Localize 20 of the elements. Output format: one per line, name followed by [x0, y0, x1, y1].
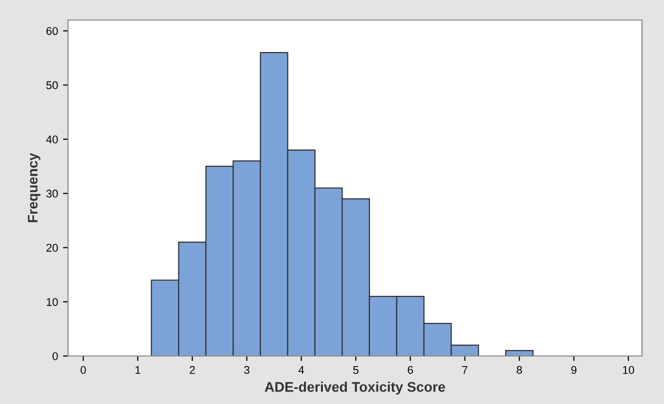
- y-tick-label: 10: [46, 298, 58, 306]
- x-tick-label: 5: [353, 366, 358, 374]
- x-tick-label: 6: [408, 366, 413, 374]
- x-tick-label: 10: [623, 366, 634, 374]
- y-tick-label: 30: [46, 190, 58, 198]
- y-tick-label: 40: [46, 135, 58, 144]
- x-tick-label: 2: [190, 366, 195, 374]
- x-tick-label: 4: [298, 366, 304, 374]
- x-tick-label: 3: [244, 366, 250, 374]
- y-tick-label: 60: [46, 27, 58, 35]
- x-tick-label: 0: [80, 366, 86, 374]
- y-axis-title: Frequency: [28, 152, 40, 222]
- x-tick-label: 7: [462, 366, 468, 374]
- x-axis-title: ADE-derived Toxicity Score: [264, 382, 446, 395]
- y-tick-label: 0: [52, 352, 58, 360]
- y-tick-label: 50: [46, 81, 58, 90]
- y-tick-label: 20: [46, 244, 58, 252]
- x-tick-label: 9: [571, 366, 576, 374]
- x-tick-label: 8: [516, 366, 522, 374]
- x-tick-label: 1: [136, 366, 140, 374]
